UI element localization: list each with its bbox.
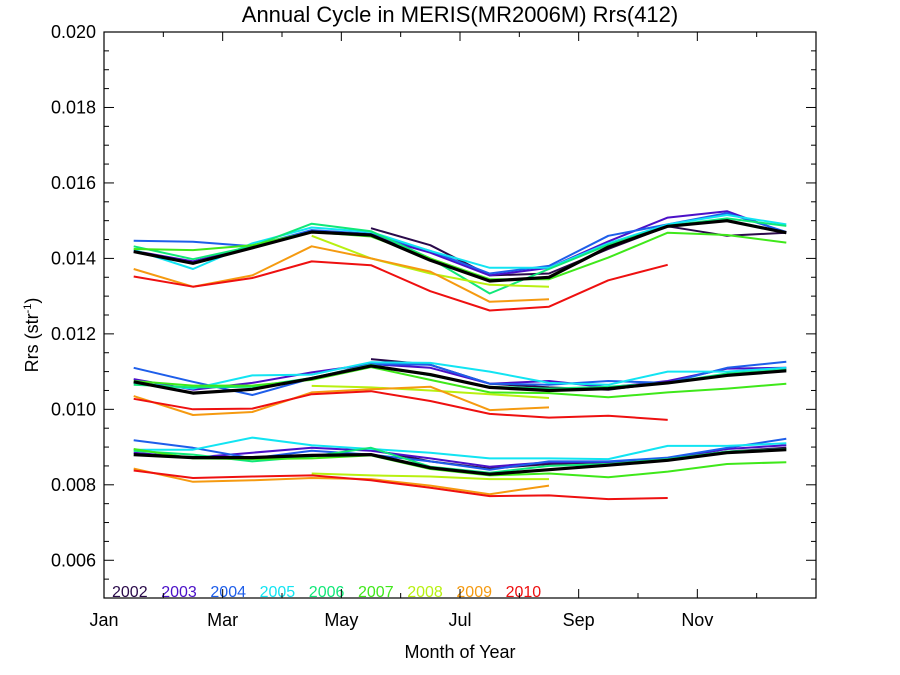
- series-line-2004-lower: [133, 437, 787, 471]
- y-tick-label: 0.018: [51, 97, 96, 117]
- series-line-2010-lower: [133, 469, 668, 501]
- series-line-2008-lower: [311, 472, 549, 481]
- chart-title: Annual Cycle in MERIS(MR2006M) Rrs(412): [242, 2, 678, 27]
- y-tick-label: 0.006: [51, 550, 96, 570]
- x-tick-label: Sep: [563, 610, 595, 630]
- x-tick-label: May: [324, 610, 358, 630]
- x-tick-label: Jul: [448, 610, 471, 630]
- series-line-2010-upper: [133, 260, 668, 312]
- legend-entry-2010: 2010: [506, 584, 542, 601]
- axes: Jan Mar May Jul Sep Nov 0.006 0.008 0.010 0.012 0.…: [51, 22, 817, 630]
- climatology-line-middle: [133, 364, 787, 395]
- series-group-lower: [133, 436, 787, 501]
- climatology-line-upper: [133, 219, 787, 283]
- plot-frame: [103, 31, 817, 599]
- series-line-2009-middle: [133, 385, 550, 416]
- x-tick-label: Nov: [681, 610, 713, 630]
- series-line-2010-middle: [133, 390, 668, 421]
- legend-entry-2004: 2004: [210, 584, 246, 601]
- legend-entry-2009: 2009: [456, 584, 492, 601]
- y-axis-label-end: ): [22, 298, 42, 304]
- y-axis-label-main: Rrs (str: [22, 313, 42, 372]
- y-tick-label: 0.012: [51, 324, 96, 344]
- x-tick-label: Mar: [207, 610, 238, 630]
- climatology-line-lower: [133, 448, 787, 476]
- y-tick-label: 0.010: [51, 399, 96, 419]
- legend-entry-2007: 2007: [358, 584, 394, 601]
- y-axis-label: Rrs (str-1): [22, 298, 42, 373]
- series-line-2003-middle: [133, 363, 787, 391]
- series-line-2007-middle: [133, 366, 787, 399]
- y-axis-label-superscript: -1: [22, 304, 34, 314]
- y-tick-label: 0.016: [51, 173, 96, 193]
- legend: 2002 2003 2004 2005 2006 2007 2008 2009 2010: [112, 584, 541, 601]
- legend-entry-2006: 2006: [309, 584, 345, 601]
- legend-entry-2003: 2003: [161, 584, 197, 601]
- y-tick-label: 0.020: [51, 22, 96, 42]
- series-line-2008-middle: [311, 384, 550, 399]
- legend-entry-2005: 2005: [260, 584, 296, 601]
- y-tick-label: 0.014: [51, 248, 96, 268]
- series-line-2007-upper: [133, 231, 787, 281]
- series-line-2005-middle: [133, 361, 787, 390]
- legend-entry-2008: 2008: [407, 584, 443, 601]
- x-tick-label: Jan: [89, 610, 118, 630]
- series-line-2005-lower: [133, 436, 787, 461]
- x-axis-label: Month of Year: [404, 642, 515, 662]
- y-tick-label: 0.008: [51, 475, 96, 495]
- legend-entry-2002: 2002: [112, 584, 148, 601]
- series-group-upper: [133, 210, 787, 312]
- series-layer: [133, 210, 787, 501]
- series-group-middle: [133, 358, 787, 421]
- series-line-2008-upper: [311, 234, 550, 288]
